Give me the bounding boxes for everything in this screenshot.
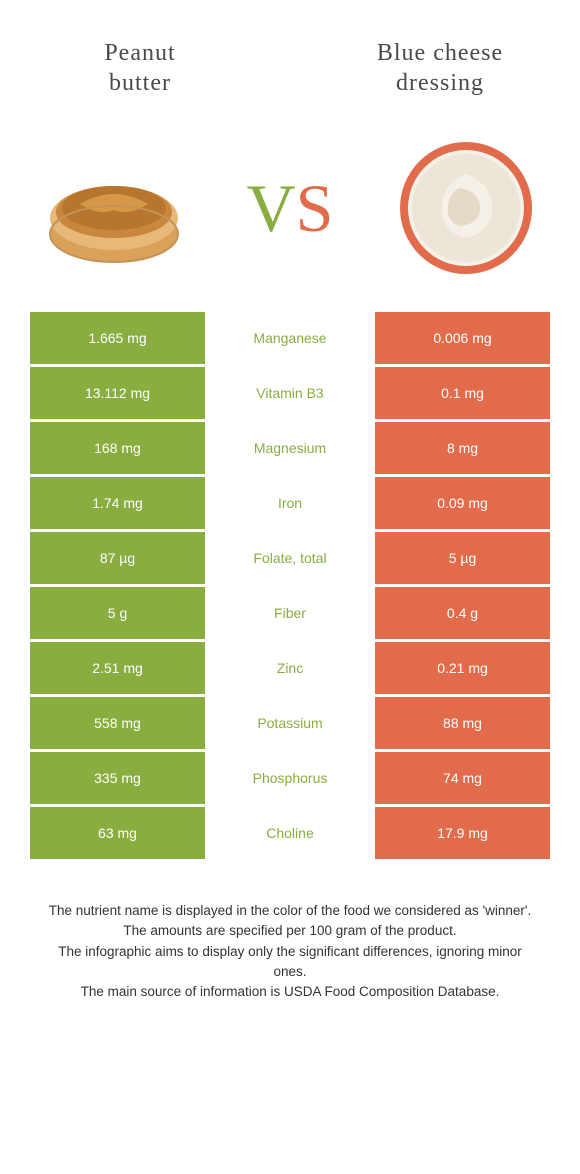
right-food-title: Blue cheese dressing: [330, 38, 550, 98]
table-row: 1.665 mgManganese0.006 mg: [30, 312, 550, 364]
right-value: 8 mg: [375, 422, 550, 474]
footnote-line: The infographic aims to display only the…: [40, 942, 540, 983]
right-value: 74 mg: [375, 752, 550, 804]
left-value: 2.51 mg: [30, 642, 205, 694]
infographic-container: Peanut butter Blue cheese dressing VS: [0, 0, 580, 1002]
nutrient-name: Potassium: [205, 697, 375, 749]
nutrient-name: Vitamin B3: [205, 367, 375, 419]
nutrient-name: Folate, total: [205, 532, 375, 584]
right-value: 0.1 mg: [375, 367, 550, 419]
left-value: 335 mg: [30, 752, 205, 804]
footnote-line: The main source of information is USDA F…: [40, 982, 540, 1002]
left-food-title: Peanut butter: [30, 38, 250, 98]
left-value: 1.665 mg: [30, 312, 205, 364]
table-row: 2.51 mgZinc0.21 mg: [30, 642, 550, 694]
left-value: 168 mg: [30, 422, 205, 474]
footnote-line: The amounts are specified per 100 gram o…: [40, 921, 540, 941]
nutrient-name: Manganese: [205, 312, 375, 364]
footnote-line: The nutrient name is displayed in the co…: [40, 901, 540, 921]
nutrient-name: Zinc: [205, 642, 375, 694]
vs-s: S: [296, 170, 334, 246]
table-row: 5 gFiber0.4 g: [30, 587, 550, 639]
comparison-table: 1.665 mgManganese0.006 mg13.112 mgVitami…: [30, 312, 550, 859]
blue-cheese-dressing-image: [392, 134, 540, 282]
table-row: 335 mgPhosphorus74 mg: [30, 752, 550, 804]
image-row: VS: [0, 98, 580, 312]
right-value: 0.21 mg: [375, 642, 550, 694]
nutrient-name: Choline: [205, 807, 375, 859]
right-value: 88 mg: [375, 697, 550, 749]
table-row: 63 mgCholine17.9 mg: [30, 807, 550, 859]
table-row: 87 µgFolate, total5 µg: [30, 532, 550, 584]
right-value: 17.9 mg: [375, 807, 550, 859]
left-value: 558 mg: [30, 697, 205, 749]
table-row: 13.112 mgVitamin B30.1 mg: [30, 367, 550, 419]
nutrient-name: Fiber: [205, 587, 375, 639]
right-value: 0.09 mg: [375, 477, 550, 529]
left-value: 87 µg: [30, 532, 205, 584]
footnotes: The nutrient name is displayed in the co…: [40, 901, 540, 1002]
right-value: 5 µg: [375, 532, 550, 584]
title-row: Peanut butter Blue cheese dressing: [0, 0, 580, 98]
left-value: 13.112 mg: [30, 367, 205, 419]
nutrient-name: Magnesium: [205, 422, 375, 474]
table-row: 168 mgMagnesium8 mg: [30, 422, 550, 474]
left-value: 5 g: [30, 587, 205, 639]
left-value: 63 mg: [30, 807, 205, 859]
table-row: 1.74 mgIron0.09 mg: [30, 477, 550, 529]
left-value: 1.74 mg: [30, 477, 205, 529]
right-value: 0.006 mg: [375, 312, 550, 364]
vs-label: VS: [247, 169, 334, 248]
nutrient-name: Iron: [205, 477, 375, 529]
vs-v: V: [247, 170, 296, 246]
nutrient-name: Phosphorus: [205, 752, 375, 804]
peanut-butter-image: [40, 134, 188, 282]
right-value: 0.4 g: [375, 587, 550, 639]
table-row: 558 mgPotassium88 mg: [30, 697, 550, 749]
